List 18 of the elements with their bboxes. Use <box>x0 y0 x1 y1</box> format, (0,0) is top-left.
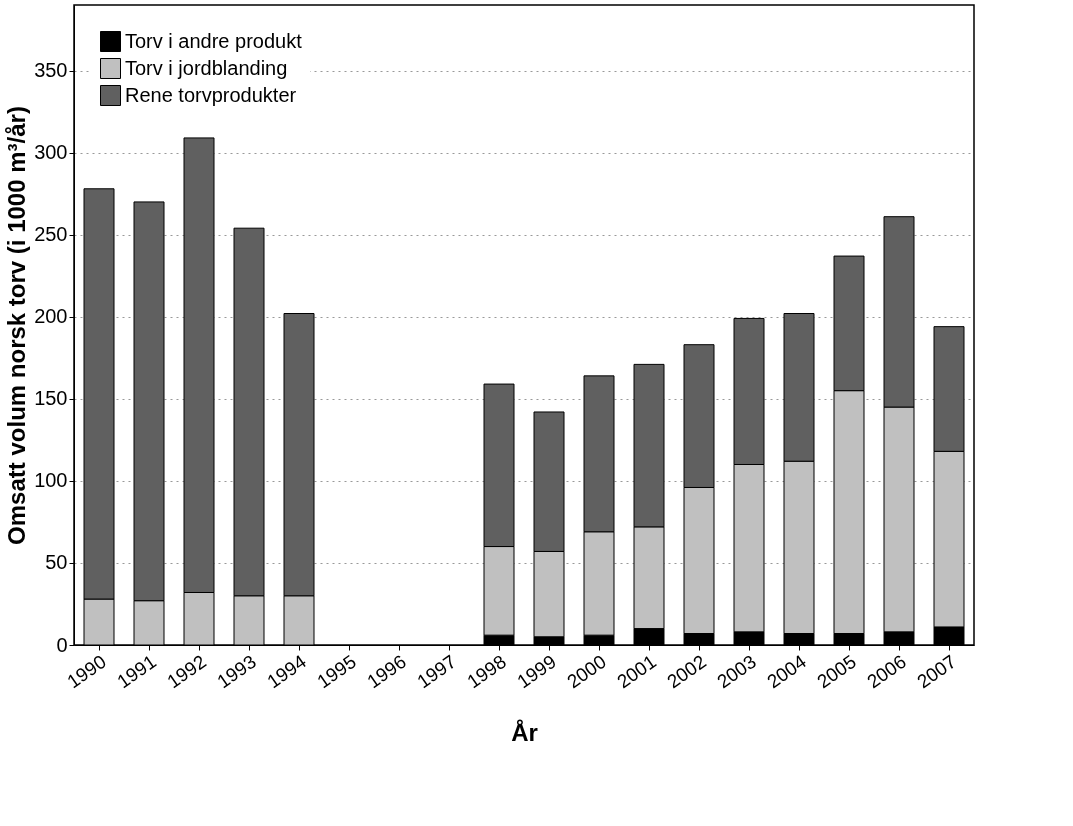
y-tick-label: 150 <box>34 387 68 410</box>
x-tick-label: 1999 <box>513 650 560 693</box>
x-tick-label: 1992 <box>163 650 210 693</box>
y-tick-label: 0 <box>56 633 68 656</box>
y-tick-label: 200 <box>34 305 68 328</box>
y-tick-label: 100 <box>34 469 68 492</box>
legend-label: Torv i andre produkt <box>125 29 303 52</box>
x-tick-label: 1998 <box>463 650 510 693</box>
y-tick-label: 300 <box>34 141 68 164</box>
legend-label: Rene torvprodukter <box>125 83 297 106</box>
y-tick-label: 250 <box>34 223 68 246</box>
x-axis-title: År <box>511 719 538 747</box>
y-tick-label: 50 <box>45 551 68 574</box>
x-tick-label: 1991 <box>113 650 160 693</box>
y-axis-title: Omsatt volum norsk torv (i 1000 m³/år) <box>3 106 31 545</box>
legend-label: Torv i jordblanding <box>125 56 288 79</box>
y-tick-label: 350 <box>34 59 68 82</box>
x-tick-label: 1993 <box>213 650 260 693</box>
